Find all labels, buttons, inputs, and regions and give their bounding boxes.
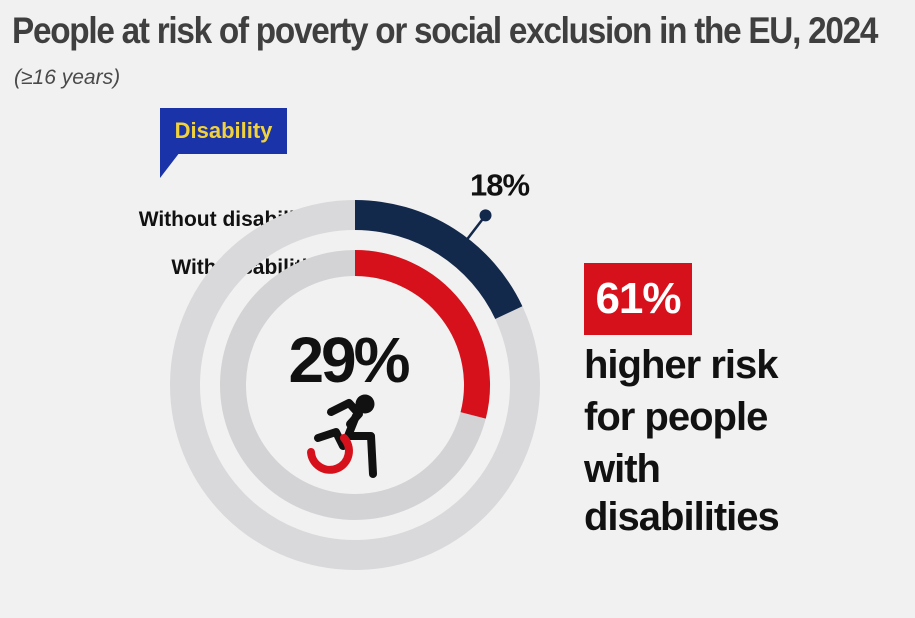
disability-tag-label: Disability [174, 118, 273, 143]
disability-tag-tail [160, 152, 180, 178]
highlight-text-line-2: for people [584, 395, 768, 439]
highlight-percentage: 61% [584, 263, 692, 335]
arc-with-disabilities [354, 250, 490, 419]
highlight-text-line-3: with [584, 447, 661, 491]
highlight-text-line-4: disabilities [584, 495, 780, 539]
arc-without-disabilities [354, 200, 523, 320]
value-pin-dot [479, 209, 492, 222]
value-label-with-disabilities: 29% [288, 324, 409, 396]
highlight-text-line-1: higher risk [584, 343, 779, 387]
wheelchair-icon [307, 394, 377, 478]
value-label-without-disabilities: 18% [470, 167, 529, 202]
disability-tag: Disability [160, 108, 287, 154]
chart-subtitle: (≥16 years) [14, 66, 121, 89]
chart-title: People at risk of poverty or social excl… [12, 10, 878, 51]
